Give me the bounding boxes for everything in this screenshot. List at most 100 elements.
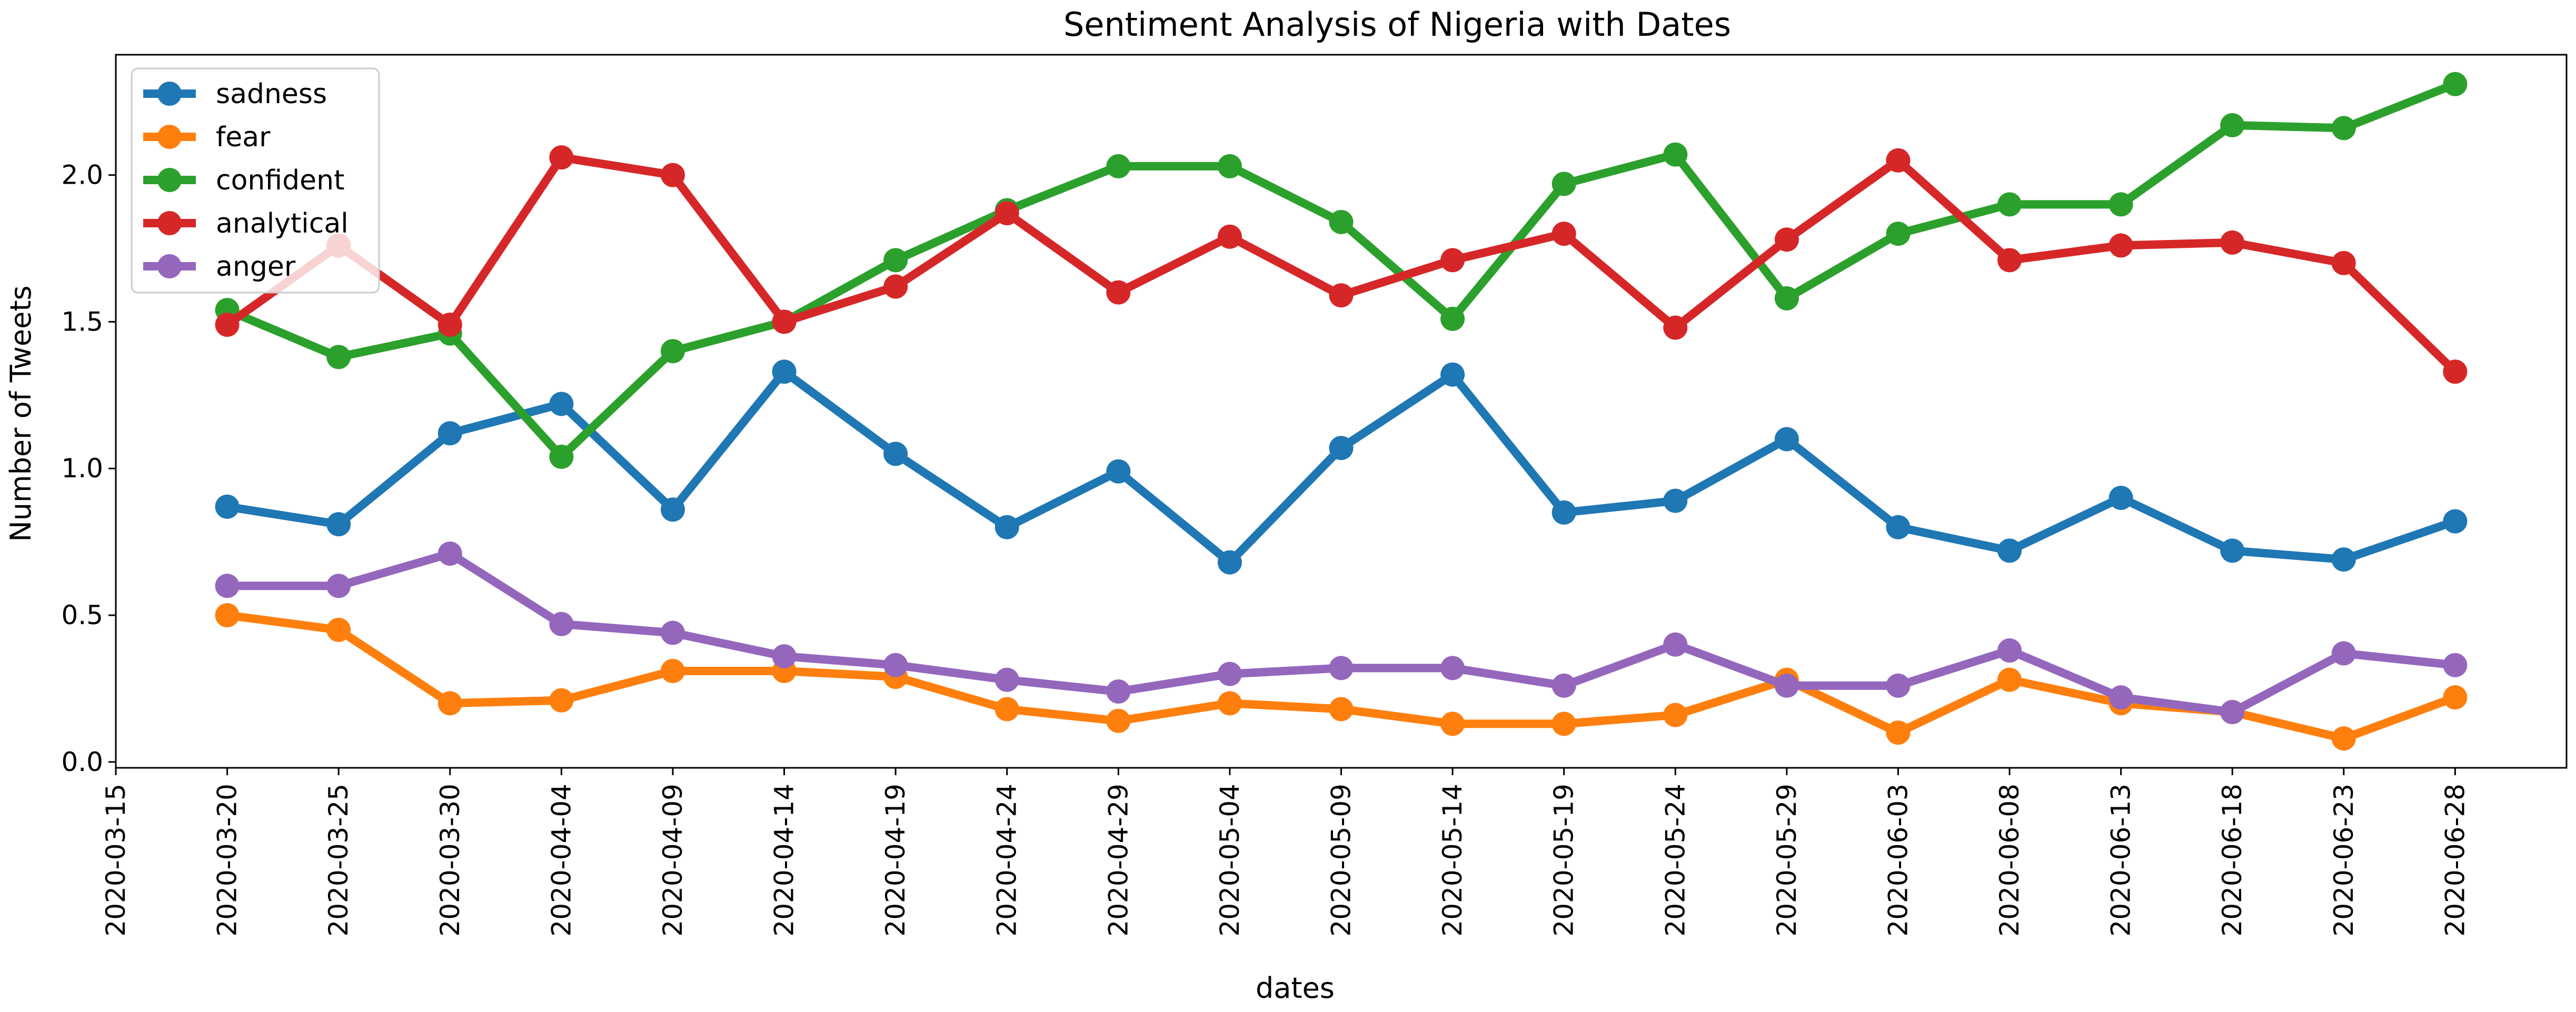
data-point-confident	[1329, 209, 1354, 234]
x-tick-label: 2020-03-15	[101, 784, 131, 937]
data-point-fear	[1551, 712, 1576, 736]
data-point-sadness	[772, 359, 797, 384]
y-axis-ticks: 0.0 0.5 1.0 1.5 2.0	[61, 160, 116, 777]
data-point-confident	[2220, 113, 2245, 137]
data-point-anger	[1663, 632, 1688, 657]
legend-marker-swatch	[157, 125, 182, 149]
x-tick-label: 2020-05-29	[1772, 784, 1802, 937]
legend-item-fear: fear	[143, 122, 271, 153]
x-tick-label: 2020-06-18	[2217, 784, 2247, 937]
data-point-anger	[1551, 673, 1576, 698]
data-point-analytical	[1217, 224, 1242, 249]
data-point-confident	[1886, 222, 1911, 246]
data-point-sadness	[1886, 515, 1911, 539]
data-point-confident	[1997, 192, 2022, 217]
data-point-anger	[1106, 679, 1131, 704]
data-point-anger	[2443, 653, 2468, 677]
data-point-analytical	[437, 313, 462, 337]
legend-marker-swatch	[157, 168, 182, 192]
x-tick-label: 2020-05-24	[1660, 784, 1690, 937]
data-point-sadness	[883, 442, 908, 466]
x-tick-label: 2020-05-19	[1549, 784, 1579, 937]
x-tick-label: 2020-04-29	[1103, 784, 1133, 937]
data-point-anger	[1997, 638, 2022, 663]
data-point-fear	[660, 658, 685, 683]
data-point-sadness	[549, 392, 574, 416]
data-point-fear	[994, 697, 1019, 722]
data-point-fear	[1329, 697, 1354, 722]
data-point-analytical	[1663, 315, 1688, 340]
data-point-sadness	[2220, 538, 2245, 563]
x-tick-label: 2020-05-09	[1326, 784, 1357, 937]
data-point-confident	[2331, 116, 2356, 141]
data-point-confident	[2443, 72, 2468, 96]
data-point-confident	[326, 345, 351, 369]
legend-item-analytical: analytical	[143, 208, 349, 239]
data-point-anger	[215, 574, 240, 598]
data-point-anger	[549, 612, 574, 636]
data-point-sadness	[2443, 509, 2468, 534]
y-axis-label: Number of Tweets	[4, 285, 37, 542]
x-tick-label: 2020-03-20	[212, 784, 243, 937]
legend-marker-swatch	[157, 82, 182, 106]
data-point-analytical	[660, 163, 685, 187]
series-sadness	[215, 359, 2468, 575]
data-point-anger	[1886, 673, 1911, 698]
data-point-confident	[660, 339, 685, 364]
x-axis-ticks: 2020-03-15 2020-03-20 2020-03-25 2020-03-30…	[101, 768, 2470, 937]
data-point-sadness	[994, 515, 1019, 539]
series-anger	[215, 541, 2468, 725]
x-tick-label: 2020-05-14	[1437, 784, 1468, 937]
x-tick-label: 2020-04-09	[658, 784, 688, 937]
data-point-fear	[1663, 703, 1688, 727]
legend-item-anger: anger	[143, 251, 296, 283]
y-tick-label: 0.0	[61, 747, 103, 777]
data-point-sadness	[660, 497, 685, 522]
data-point-analytical	[2220, 230, 2245, 255]
data-point-confident	[1106, 154, 1131, 178]
chart-title: Sentiment Analysis of Nigeria with Dates	[1063, 5, 1731, 44]
data-point-anger	[2108, 685, 2133, 710]
data-point-confident	[883, 248, 908, 273]
data-point-analytical	[2443, 359, 2468, 384]
data-point-sadness	[2108, 485, 2133, 510]
data-point-fear	[1106, 708, 1131, 733]
data-point-analytical	[1886, 148, 1911, 173]
data-point-sadness	[1551, 500, 1576, 525]
data-point-sadness	[2331, 547, 2356, 572]
data-point-analytical	[1440, 248, 1465, 273]
data-point-fear	[326, 617, 351, 642]
data-point-analytical	[1774, 227, 1799, 252]
data-point-confident	[1774, 286, 1799, 310]
data-point-analytical	[994, 201, 1019, 226]
x-tick-label: 2020-03-25	[323, 784, 354, 937]
legend-item-confident: confident	[143, 165, 344, 196]
data-point-fear	[1997, 667, 2022, 692]
plot-area	[215, 72, 2468, 751]
data-point-fear	[1217, 691, 1242, 716]
legend-box	[131, 67, 380, 294]
data-point-sadness	[1217, 550, 1242, 575]
data-point-analytical	[549, 145, 574, 170]
data-point-sadness	[437, 421, 462, 446]
x-tick-label: 2020-06-23	[2329, 784, 2359, 937]
data-point-anger	[1774, 673, 1799, 698]
data-point-sadness	[1663, 488, 1688, 513]
legend-label: sadness	[216, 78, 327, 110]
data-point-anger	[1217, 662, 1242, 686]
data-point-anger	[1440, 656, 1465, 680]
legend-marker-swatch	[157, 211, 182, 235]
data-point-anger	[883, 653, 908, 677]
data-point-analytical	[883, 274, 908, 299]
x-tick-label: 2020-06-03	[1883, 784, 1913, 937]
data-point-analytical	[1106, 280, 1131, 305]
x-tick-label: 2020-06-28	[2440, 784, 2470, 937]
data-point-confident	[1440, 306, 1465, 331]
legend-marker-swatch	[157, 254, 182, 278]
x-tick-label: 2020-06-08	[1994, 784, 2025, 937]
legend-label: fear	[216, 122, 271, 153]
series-line-analytical	[223, 153, 2460, 376]
data-point-sadness	[1997, 538, 2022, 563]
y-tick-label: 2.0	[61, 160, 103, 191]
